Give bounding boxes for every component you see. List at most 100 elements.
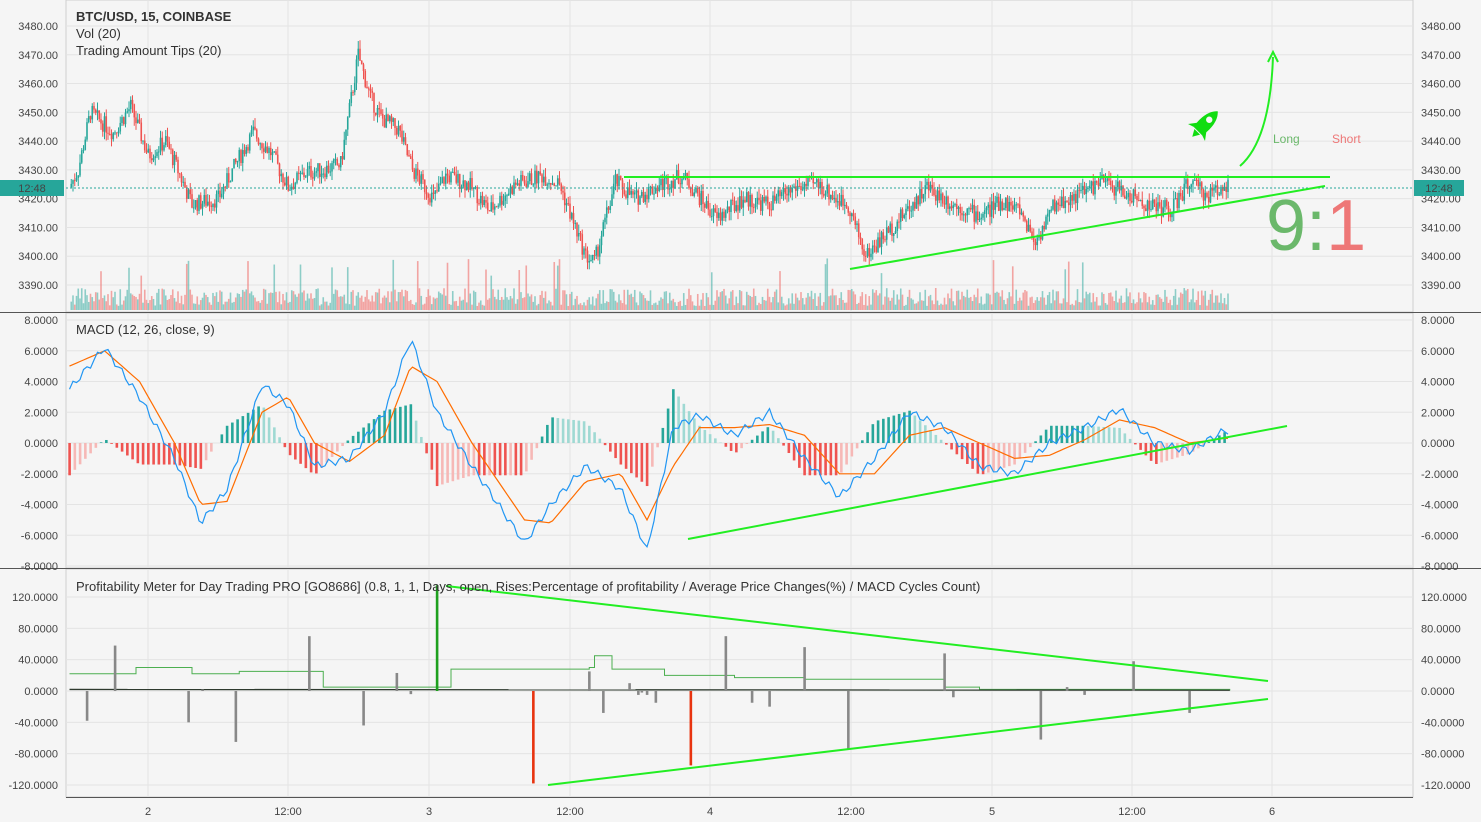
candle-body bbox=[77, 175, 80, 178]
volume-bar bbox=[404, 289, 407, 310]
y-axis-tick-label-left: 120.0000 bbox=[12, 592, 58, 604]
candle-body bbox=[297, 172, 300, 174]
macd-histogram-bar bbox=[1081, 425, 1085, 443]
volume-bar bbox=[1097, 305, 1100, 310]
volume-bar bbox=[152, 298, 155, 310]
volume-bar bbox=[271, 292, 274, 310]
volume-bar bbox=[737, 303, 739, 310]
candle-body bbox=[168, 141, 171, 149]
volume-bar bbox=[1111, 296, 1114, 310]
candle-body bbox=[355, 59, 358, 83]
candle-body bbox=[605, 207, 608, 218]
candle-body bbox=[982, 213, 984, 218]
volume-bar bbox=[500, 296, 503, 310]
macd-histogram-bar bbox=[1207, 441, 1211, 443]
volume-bar bbox=[395, 301, 398, 310]
macd-histogram-bar bbox=[1139, 443, 1142, 450]
volume-bar bbox=[492, 289, 494, 310]
candle-body bbox=[859, 237, 862, 239]
macd-histogram-bar bbox=[467, 443, 470, 477]
volume-bar bbox=[210, 304, 213, 310]
volume-bar bbox=[576, 295, 578, 310]
candle-body bbox=[742, 199, 745, 208]
macd-histogram-bar bbox=[210, 443, 213, 452]
candle-body bbox=[353, 82, 356, 93]
candle-body bbox=[1032, 236, 1035, 243]
macd-histogram-bar bbox=[530, 443, 533, 460]
volume-bar bbox=[612, 291, 615, 310]
macd-histogram-bar bbox=[693, 418, 696, 443]
candle-body bbox=[922, 194, 925, 199]
volume-bar bbox=[934, 288, 937, 310]
volume-bar bbox=[735, 296, 738, 310]
volume-bar bbox=[236, 293, 239, 310]
y-axis-tick-label-right: 3430.00 bbox=[1421, 165, 1461, 177]
volume-bar bbox=[917, 301, 920, 310]
candle-body bbox=[446, 173, 449, 176]
volume-bar bbox=[98, 299, 101, 310]
ratio-right: 1 bbox=[1326, 186, 1367, 266]
candle-body bbox=[1209, 187, 1212, 203]
volume-bar bbox=[1200, 290, 1203, 310]
volume-bar bbox=[733, 305, 736, 310]
candle-body bbox=[278, 163, 281, 177]
volume-bar bbox=[831, 288, 834, 310]
candle-body bbox=[490, 202, 493, 212]
y-axis-tick-label-left: 3440.00 bbox=[18, 136, 58, 148]
candle-body bbox=[588, 260, 591, 263]
candle-body bbox=[129, 99, 132, 110]
candle-body bbox=[1116, 181, 1119, 188]
volume-bar bbox=[803, 304, 806, 310]
profitability-bar bbox=[234, 691, 238, 742]
candle-body bbox=[849, 212, 851, 217]
volume-bar bbox=[658, 300, 661, 310]
candle-body bbox=[616, 174, 619, 187]
volume-bar bbox=[203, 292, 206, 310]
volume-bar bbox=[586, 299, 589, 310]
candle-body bbox=[275, 151, 277, 155]
volume-bar bbox=[814, 293, 816, 310]
macd-histogram-bar bbox=[225, 425, 229, 443]
candle-body bbox=[170, 148, 172, 150]
volume-bar bbox=[1209, 294, 1212, 310]
volume-bar bbox=[714, 300, 717, 310]
candle-body bbox=[1216, 185, 1219, 195]
candle-body bbox=[343, 139, 346, 160]
volume-bar bbox=[756, 305, 759, 310]
candle-body bbox=[847, 207, 850, 213]
candle-body bbox=[75, 177, 78, 181]
candle-body bbox=[467, 182, 470, 190]
macd-histogram-bar bbox=[651, 443, 654, 467]
volume-bar bbox=[289, 301, 291, 310]
volume-bar bbox=[159, 304, 162, 310]
y-axis-tick-label-right: 3450.00 bbox=[1421, 107, 1461, 119]
candle-body bbox=[1218, 194, 1221, 196]
candle-body bbox=[411, 158, 414, 170]
volume-bar bbox=[434, 298, 437, 310]
volume-bar bbox=[175, 301, 178, 310]
volume-bar bbox=[315, 289, 318, 310]
volume-bar bbox=[752, 288, 755, 310]
candle-body bbox=[157, 151, 160, 153]
candle-body bbox=[478, 203, 480, 205]
volume-bar bbox=[770, 302, 773, 310]
macd-histogram-bar bbox=[68, 443, 71, 476]
volume-bar bbox=[647, 300, 650, 310]
volume-bar bbox=[1195, 299, 1198, 310]
candle-body bbox=[469, 178, 472, 190]
macd-histogram-bar bbox=[703, 429, 707, 443]
volume-bar bbox=[661, 298, 664, 310]
macd-histogram-bar bbox=[871, 424, 875, 443]
volume-bar bbox=[1130, 302, 1133, 310]
candle-body bbox=[241, 150, 244, 164]
volume-bar bbox=[1181, 293, 1184, 310]
candle-body bbox=[329, 171, 332, 173]
volume-bar bbox=[693, 305, 696, 310]
candle-body bbox=[1010, 201, 1012, 206]
volume-bar bbox=[964, 297, 967, 310]
macd-histogram-bar bbox=[351, 435, 355, 443]
volume-bar bbox=[285, 292, 288, 310]
candle-body bbox=[175, 154, 178, 160]
candle-body bbox=[388, 116, 391, 121]
